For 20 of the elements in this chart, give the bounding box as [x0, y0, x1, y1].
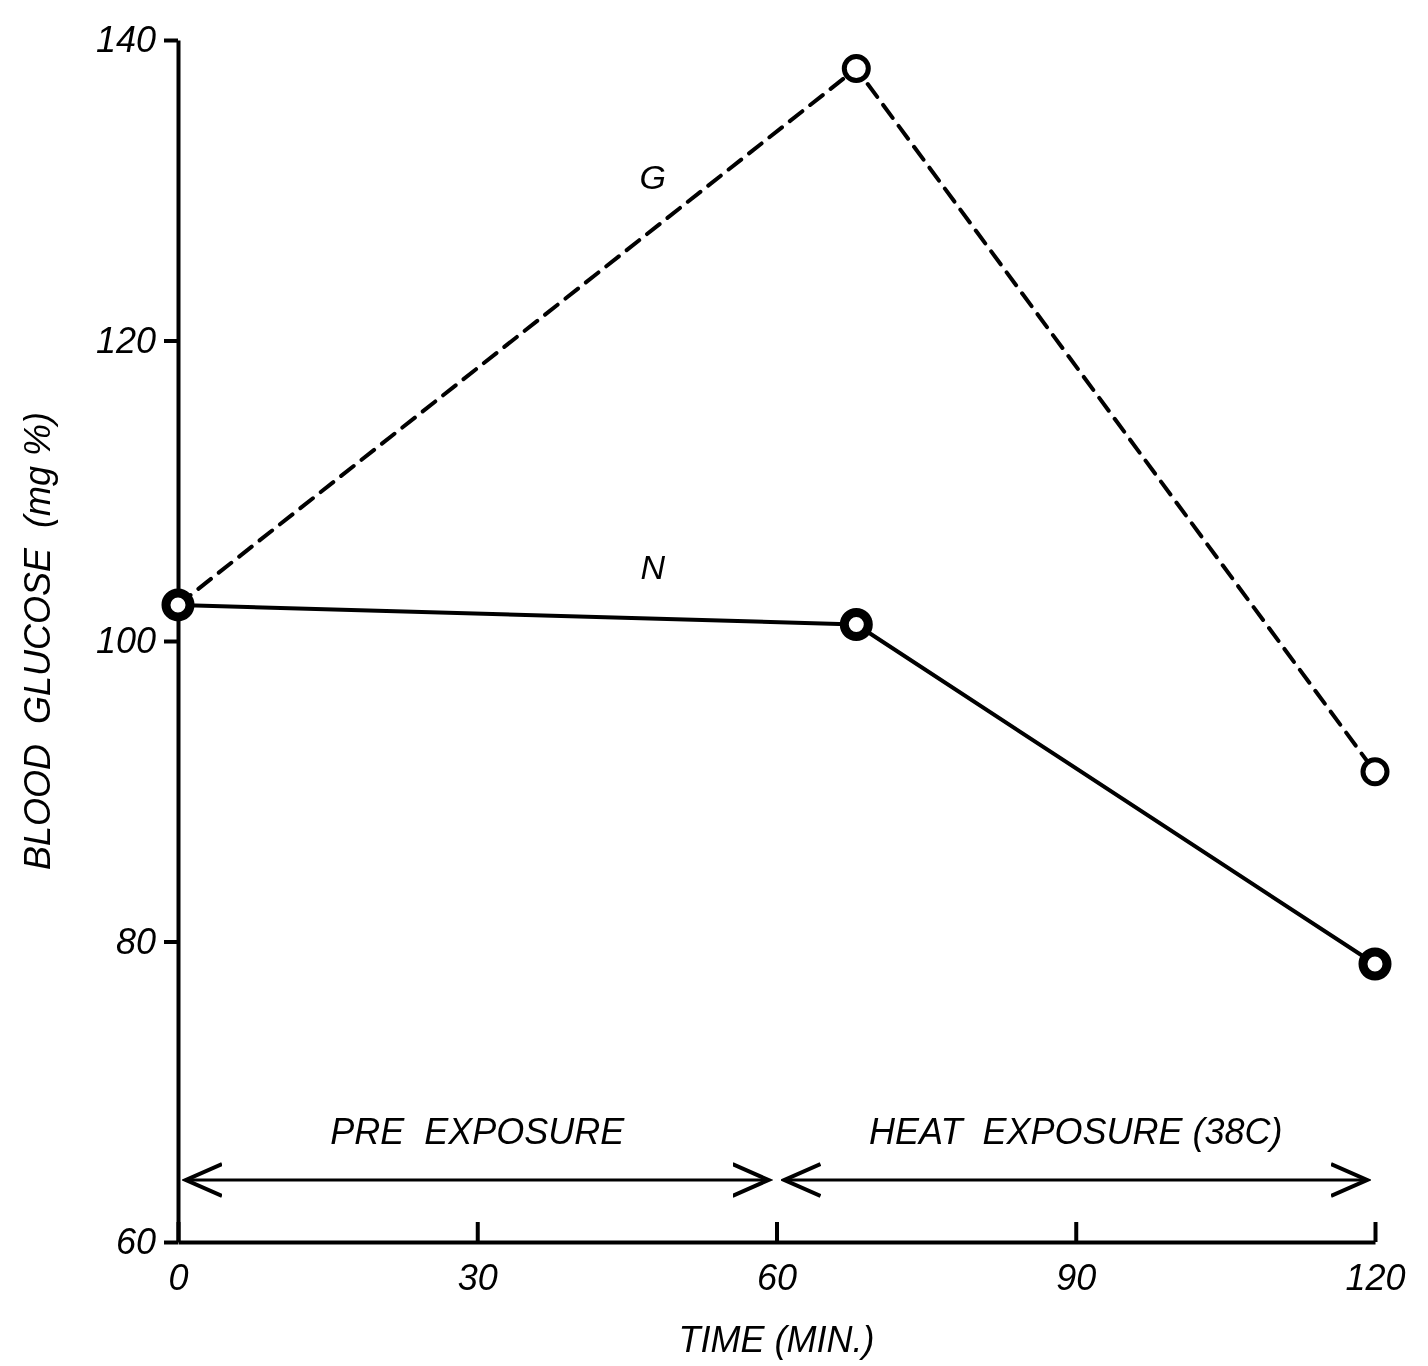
x-tick-label: 120 — [1345, 1256, 1406, 1298]
annotation: HEAT EXPOSURE (38C) — [869, 1111, 1283, 1152]
y-tick-label: 60 — [115, 1221, 156, 1263]
y-tick-label: 120 — [95, 319, 156, 361]
x-tick-label: 60 — [756, 1256, 798, 1298]
y-tick-label: 100 — [95, 620, 156, 662]
point — [1358, 947, 1392, 981]
x-tick-label: 90 — [1056, 1256, 1097, 1298]
point — [841, 54, 871, 84]
series-label: G — [639, 158, 667, 197]
x-tick-label: 30 — [457, 1256, 498, 1298]
point — [1360, 757, 1390, 787]
y-axis-title: BLOOD GLUCOSE (mg %) — [17, 411, 58, 871]
point — [839, 607, 873, 641]
x-axis-title: TIME (MIN.) — [678, 1319, 875, 1360]
annotation: PRE EXPOSURE — [330, 1111, 626, 1152]
y-tick-label: 140 — [95, 19, 156, 61]
y-tick-label: 80 — [115, 920, 156, 962]
series-label: N — [640, 547, 666, 586]
x-tick-label: 0 — [168, 1256, 189, 1298]
